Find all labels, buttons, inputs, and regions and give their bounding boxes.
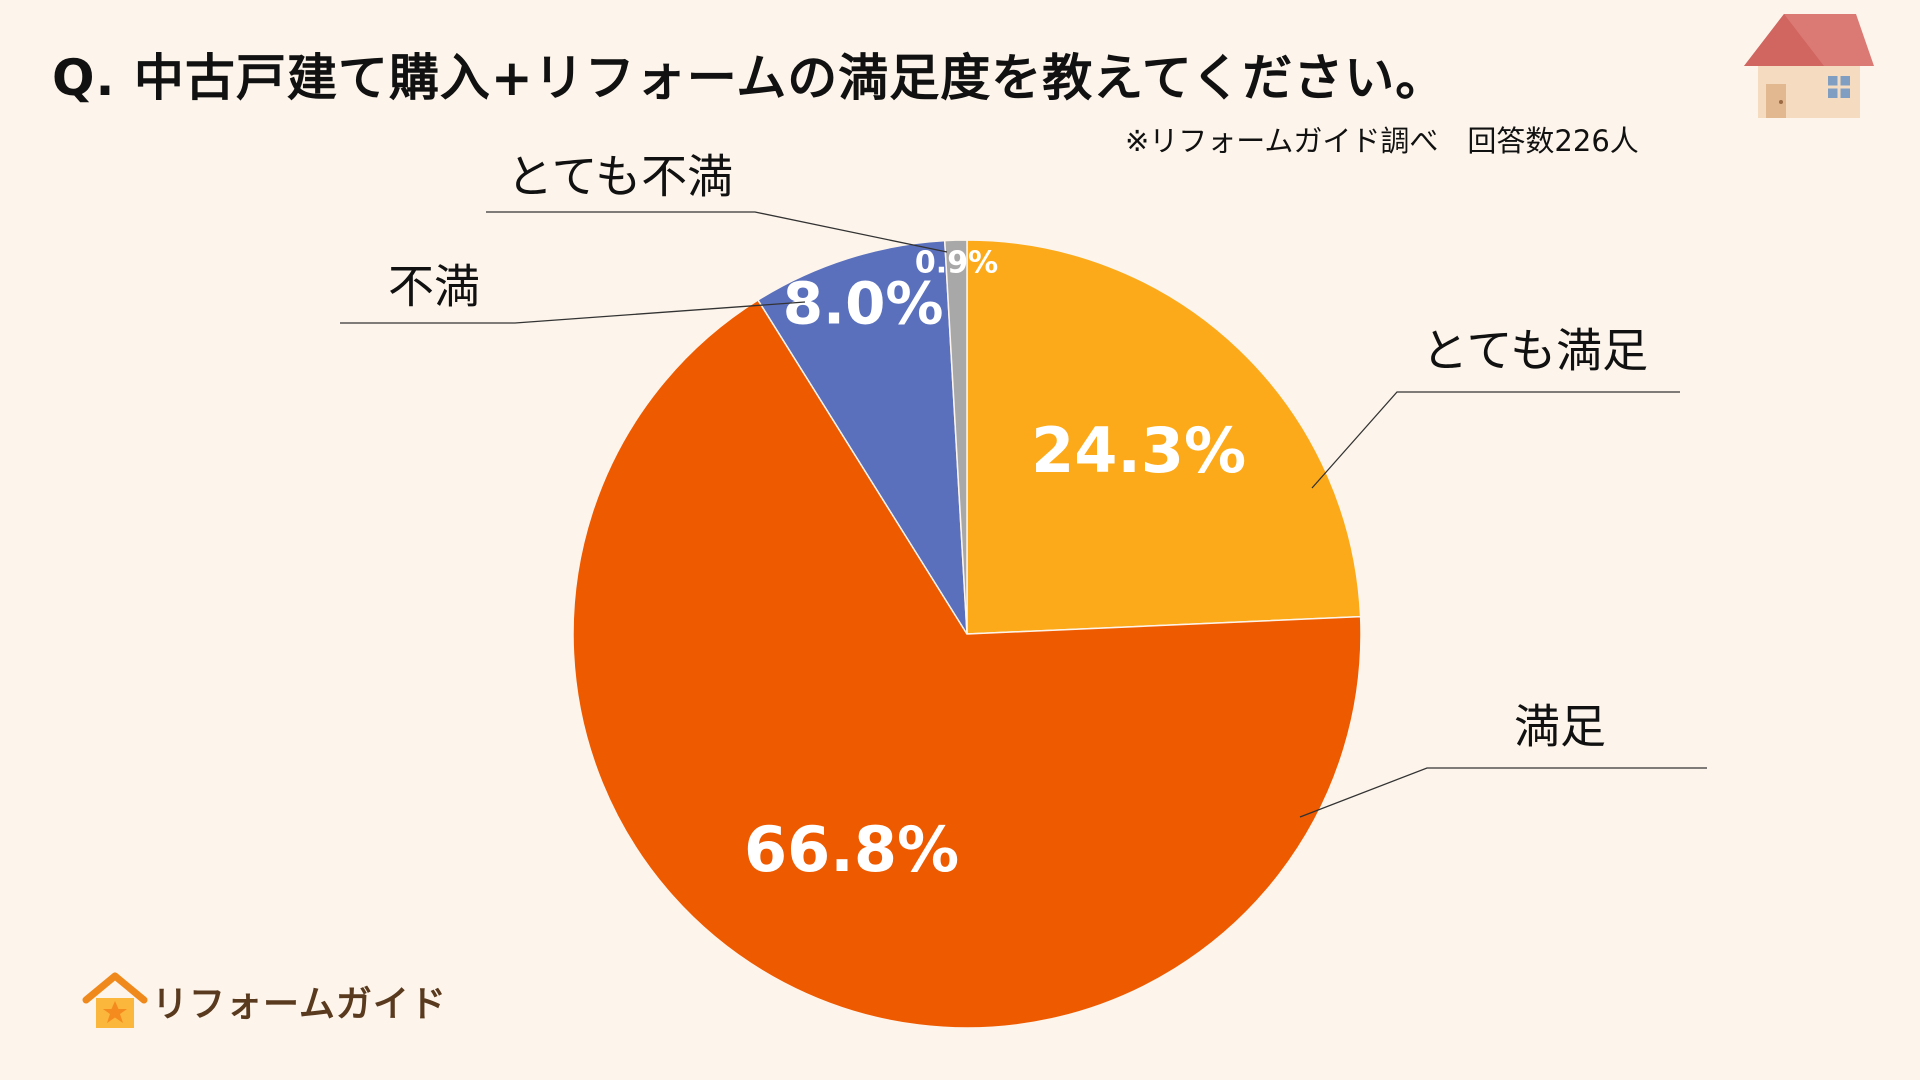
house-icon [1744,14,1874,118]
house-star-icon [82,972,148,1028]
data-label-dissatisfied: 8.0% [783,269,944,337]
category-label-very-satisfied: とても満足 [1422,324,1648,378]
category-label-very-dissatisfied: とても不満 [507,150,733,204]
leader-line-dissatisfied [340,301,806,324]
brand-logo: リフォームガイド [82,972,447,1030]
source-note: ※リフォームガイド調べ 回答数226人 [1125,124,1639,158]
pie-slice-dissatisfied [756,239,968,635]
category-label-dissatisfied: 不満 [388,260,480,314]
leader-line-satisfied [1299,767,1707,818]
data-label-satisfied: 66.8% [744,813,959,886]
data-label-very-dissatisfied: 0.9% [915,245,998,280]
pie-slice-very-dissatisfied [943,239,968,635]
leader-line-very-satisfied [1311,391,1680,489]
category-label-satisfied: 満足 [1514,700,1606,754]
pie-slice-very-satisfied [966,239,1362,635]
page-title: Q. 中古戸建て購入+リフォームの満足度を教えてください。 [52,49,1447,107]
data-label-very-satisfied: 24.3% [1031,414,1246,487]
logo-text: リフォームガイド [152,984,447,1025]
leader-line-very-dissatisfied [486,211,948,253]
pie-slice-satisfied [572,298,1362,1029]
